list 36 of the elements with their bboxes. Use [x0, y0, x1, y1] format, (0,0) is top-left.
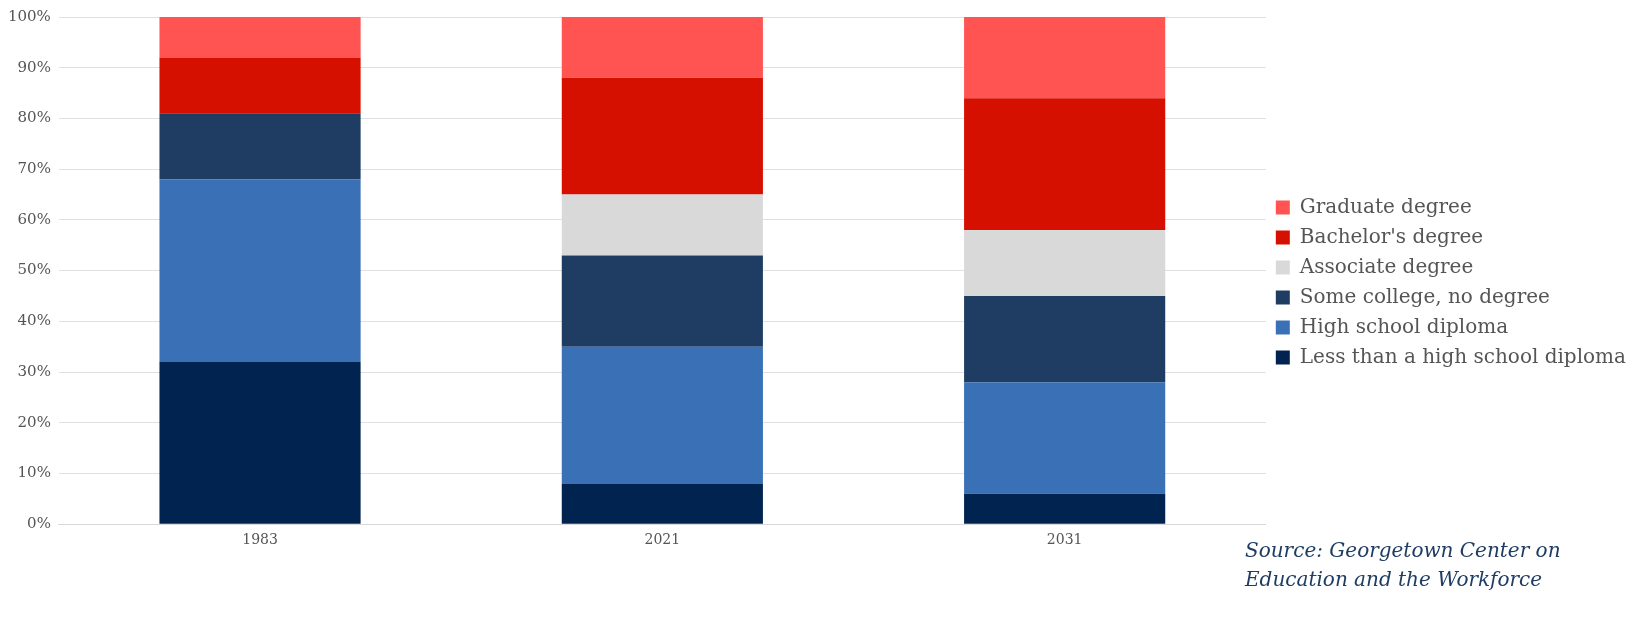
x-tick-label: 1983: [242, 531, 278, 548]
y-tick-label: 80%: [17, 108, 51, 127]
y-tick-label: 50%: [17, 260, 51, 279]
bar: [159, 361, 361, 524]
bar: [159, 57, 361, 114]
legend-label: Less than a high school diploma: [1299, 343, 1627, 368]
source-note: Source: Georgetown Center on Education and the Workforce: [1245, 537, 1562, 593]
bar: [561, 77, 763, 195]
bar: [159, 113, 361, 180]
bar: [964, 17, 1166, 99]
y-tick-label: 20%: [17, 412, 51, 431]
bar: [159, 179, 361, 362]
x-tick-label: 2021: [644, 531, 681, 548]
bar: [159, 17, 361, 58]
bar: [964, 382, 1166, 494]
legend-label: Bachelor's degree: [1299, 223, 1484, 248]
y-tick-label: 10%: [17, 463, 51, 482]
legend-label: Graduate degree: [1299, 193, 1472, 218]
bar: [561, 346, 763, 484]
y-tick-label: 100%: [7, 6, 51, 25]
bar: [561, 483, 763, 524]
y-tick-label: 70%: [17, 159, 51, 178]
y-tick-label: 40%: [17, 311, 51, 330]
legend-label: High school diploma: [1299, 313, 1509, 338]
bar: [561, 255, 763, 347]
bar: [964, 295, 1166, 383]
y-tick-label: 90%: [17, 57, 51, 76]
legend-label: Associate degree: [1298, 253, 1474, 278]
bar: [964, 493, 1166, 524]
y-tick-label: 30%: [17, 361, 51, 380]
legend-label: Some college, no degree: [1299, 283, 1550, 308]
bar: [561, 17, 763, 78]
y-tick-label: 0%: [27, 514, 51, 533]
x-tick-label: 2031: [1046, 531, 1083, 548]
bar: [964, 98, 1166, 231]
y-tick-label: 60%: [17, 209, 51, 228]
